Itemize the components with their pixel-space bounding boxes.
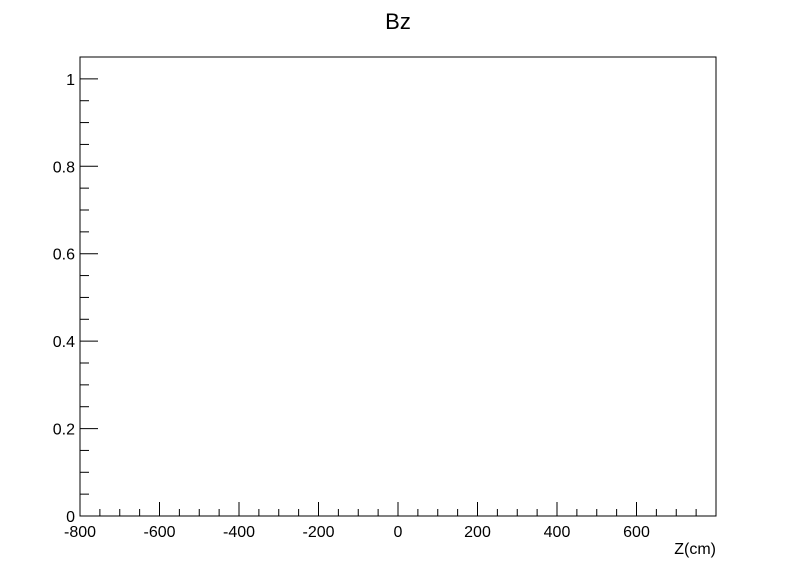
x-tick-label: 200 xyxy=(464,524,491,541)
y-tick-label: 0.8 xyxy=(53,159,75,176)
y-tick-label: 1 xyxy=(66,72,75,89)
x-tick-label: 0 xyxy=(394,524,403,541)
x-tick-label: -200 xyxy=(302,524,334,541)
y-tick-label: 0.4 xyxy=(53,334,75,351)
x-axis-ticks xyxy=(79,502,717,516)
y-axis-tick-labels: 0 0.2 0.4 0.6 0.8 1 xyxy=(53,72,75,526)
plot-frame xyxy=(79,56,717,517)
x-axis-tick-labels: -800 -600 -400 -200 0 200 400 600 xyxy=(64,524,650,541)
y-axis-ticks xyxy=(80,56,98,517)
x-axis-title: Z(cm) xyxy=(674,541,716,558)
x-tick-label: -600 xyxy=(143,524,175,541)
x-tick-label: 400 xyxy=(544,524,571,541)
y-tick-label: 0.2 xyxy=(53,422,75,439)
x-tick-label: 600 xyxy=(623,524,650,541)
y-tick-label: 0 xyxy=(66,509,75,526)
x-tick-label: -400 xyxy=(223,524,255,541)
chart-title: Bz xyxy=(385,9,411,34)
y-tick-label: 0.6 xyxy=(53,247,75,264)
x-tick-label: -800 xyxy=(64,524,96,541)
